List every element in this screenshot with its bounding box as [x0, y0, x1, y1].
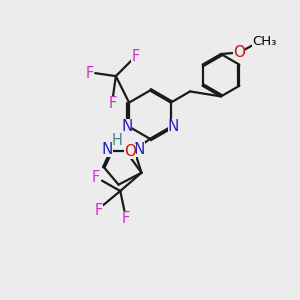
Text: F: F [92, 170, 100, 185]
Text: F: F [109, 96, 117, 111]
Text: N: N [121, 119, 132, 134]
Text: F: F [131, 49, 140, 64]
Text: F: F [86, 66, 94, 81]
Text: N: N [102, 142, 113, 157]
Text: N: N [168, 119, 179, 134]
Text: O: O [233, 45, 245, 60]
Text: O: O [124, 144, 136, 159]
Text: F: F [95, 203, 103, 218]
Text: CH₃: CH₃ [252, 35, 276, 48]
Text: H: H [112, 133, 122, 148]
Text: F: F [122, 211, 130, 226]
Text: N: N [134, 142, 145, 157]
